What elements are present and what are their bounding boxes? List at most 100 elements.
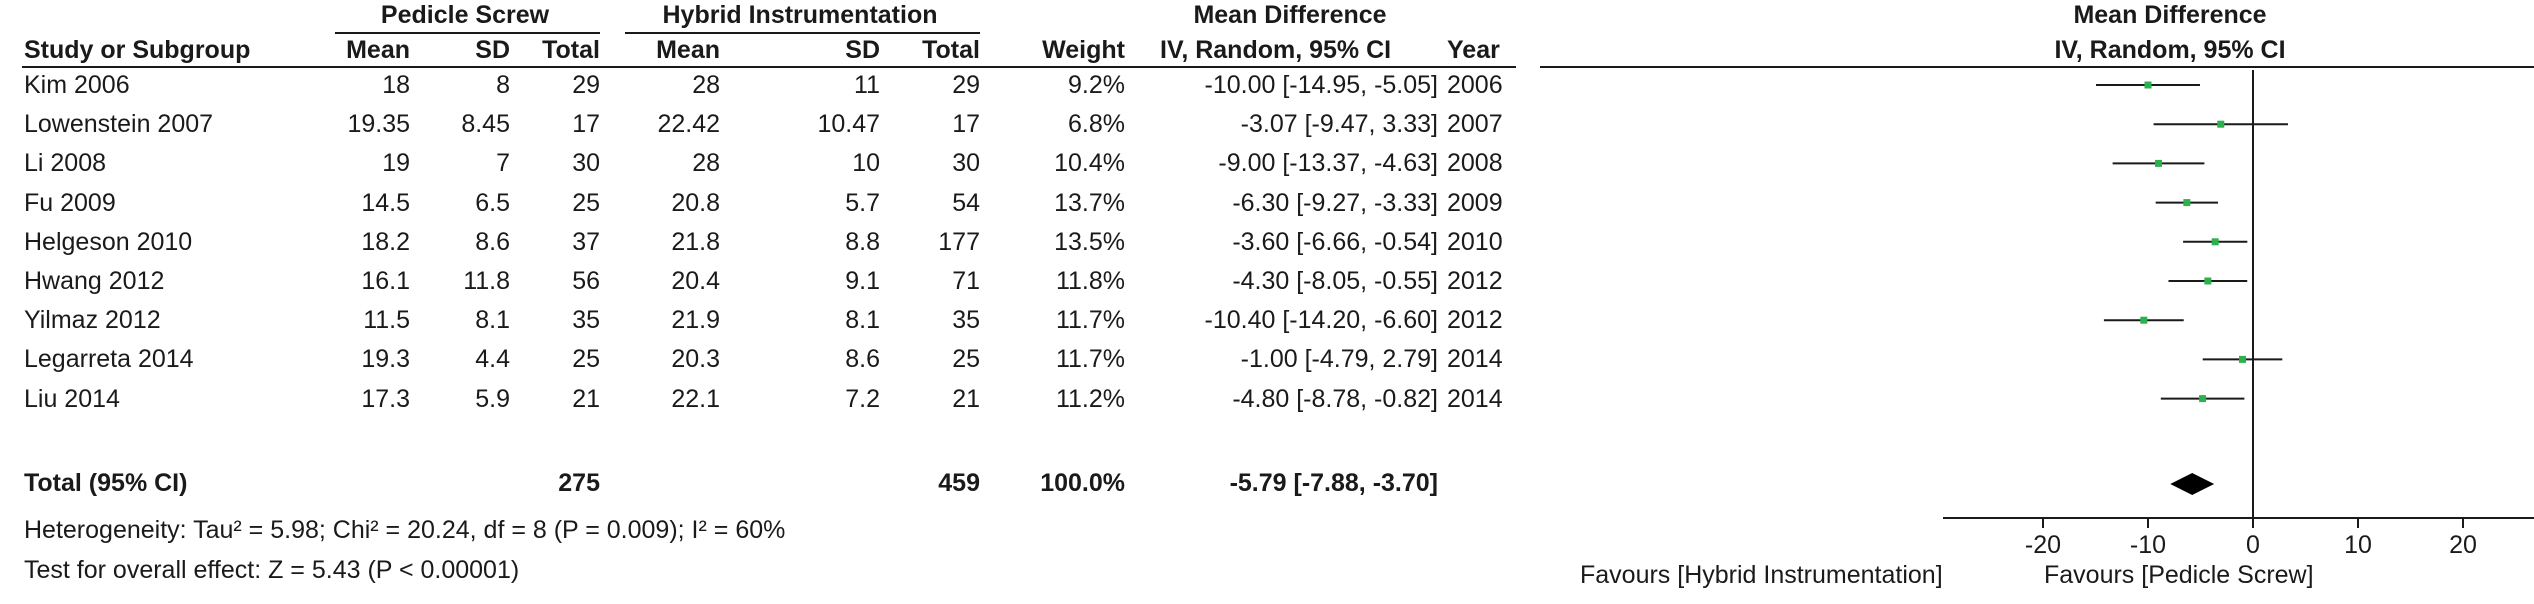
study-mean2-cell: 20.4 bbox=[671, 267, 720, 295]
pedicle-screw-group-header: Pedicle Screw bbox=[380, 1, 550, 29]
study-sd1-cell: 6.5 bbox=[475, 188, 510, 217]
study-total1-cell: 35 bbox=[572, 306, 600, 335]
study-total1-cell: 56 bbox=[572, 267, 600, 295]
x-axis-tick-label: 0 bbox=[2246, 531, 2260, 559]
study-total2-cell: 21 bbox=[952, 384, 980, 413]
study-sd2-cell: 10 bbox=[852, 149, 880, 178]
sd1-column-header: SD bbox=[475, 36, 510, 64]
study-total1-cell: 37 bbox=[572, 227, 600, 256]
year-column-header: Year bbox=[1447, 36, 1500, 64]
study-mean2-cell: 28 bbox=[692, 71, 720, 99]
study-total1-cell: 29 bbox=[572, 71, 600, 99]
group2-underline bbox=[625, 32, 980, 34]
study-mean2-cell: 22.1 bbox=[671, 384, 720, 413]
x-axis-tick-label: -20 bbox=[2025, 531, 2061, 559]
point-estimate-marker bbox=[2140, 316, 2148, 324]
favours-left-label: Favours [Hybrid Instrumentation] bbox=[1580, 561, 1943, 589]
study-name-cell: Hwang 2012 bbox=[24, 267, 165, 295]
study-ci-cell: -3.07 [-9.47, 3.33] bbox=[1240, 110, 1438, 139]
study-weight-cell: 13.7% bbox=[1054, 188, 1125, 217]
mean2-column-header: Mean bbox=[656, 36, 720, 64]
study-ci-cell: -4.80 [-8.78, -0.82] bbox=[1232, 384, 1438, 413]
study-mean2-cell: 20.3 bbox=[671, 345, 720, 374]
study-sd1-cell: 8.6 bbox=[475, 227, 510, 256]
study-mean2-cell: 20.8 bbox=[671, 188, 720, 217]
study-weight-cell: 6.8% bbox=[1068, 110, 1125, 139]
study-year-cell: 2014 bbox=[1447, 384, 1503, 413]
study-year-cell: 2010 bbox=[1447, 227, 1503, 256]
table-header-rule bbox=[22, 66, 1516, 68]
study-mean2-cell: 21.8 bbox=[671, 227, 720, 256]
study-name-cell: Legarreta 2014 bbox=[24, 345, 194, 374]
study-sd2-cell: 8.8 bbox=[845, 227, 880, 256]
study-year-cell: 2014 bbox=[1447, 345, 1503, 374]
study-sd2-cell: 8.6 bbox=[845, 345, 880, 374]
hybrid-group-header: Hybrid Instrumentation bbox=[662, 1, 938, 29]
study-ci-cell: -3.60 [-6.66, -0.54] bbox=[1232, 227, 1438, 256]
study-mean1-cell: 14.5 bbox=[361, 188, 410, 217]
study-name-cell: Li 2008 bbox=[24, 149, 107, 178]
study-total2-cell: 35 bbox=[952, 306, 980, 335]
plot-column-header: IV, Random, 95% CI bbox=[2054, 36, 2286, 64]
effect-column-header: IV, Random, 95% CI bbox=[1160, 36, 1392, 64]
study-weight-cell: 13.5% bbox=[1054, 227, 1125, 256]
study-mean2-cell: 22.42 bbox=[657, 110, 720, 139]
point-estimate-marker bbox=[2183, 199, 2191, 207]
plot-header-rule bbox=[1540, 66, 2534, 68]
study-ci-cell: -1.00 [-4.79, 2.79] bbox=[1240, 345, 1438, 374]
total1-column-header: Total bbox=[542, 36, 600, 64]
study-ci-cell: -10.40 [-14.20, -6.60] bbox=[1204, 306, 1438, 335]
study-sd1-cell: 5.9 bbox=[475, 384, 510, 413]
total2-column-header: Total bbox=[922, 36, 980, 64]
study-name-cell: Liu 2014 bbox=[24, 384, 120, 413]
study-total2-cell: 54 bbox=[952, 188, 980, 217]
heterogeneity-text: Heterogeneity: Tau² = 5.98; Chi² = 20.24… bbox=[24, 516, 786, 544]
point-estimate-marker bbox=[2239, 355, 2246, 363]
study-column-header: Study or Subgroup bbox=[24, 36, 251, 64]
study-total2-cell: 17 bbox=[952, 110, 980, 139]
study-mean1-cell: 16.1 bbox=[361, 267, 410, 295]
study-year-cell: 2009 bbox=[1447, 188, 1503, 217]
study-mean1-cell: 18.2 bbox=[361, 227, 410, 256]
study-mean2-cell: 28 bbox=[692, 149, 720, 178]
study-year-cell: 2012 bbox=[1447, 267, 1503, 295]
study-total2-cell: 29 bbox=[952, 71, 980, 99]
study-ci-cell: -4.30 [-8.05, -0.55] bbox=[1232, 267, 1438, 295]
study-year-cell: 2006 bbox=[1447, 71, 1503, 99]
study-mean1-cell: 18 bbox=[382, 71, 410, 99]
study-ci-cell: -6.30 [-9.27, -3.33] bbox=[1232, 188, 1438, 217]
total2-value: 459 bbox=[938, 469, 980, 497]
study-year-cell: 2012 bbox=[1447, 306, 1503, 335]
mean1-column-header: Mean bbox=[346, 36, 410, 64]
point-estimate-marker bbox=[2144, 81, 2152, 89]
study-total2-cell: 177 bbox=[938, 227, 980, 256]
study-weight-cell: 10.4% bbox=[1054, 149, 1125, 178]
study-weight-cell: 9.2% bbox=[1068, 71, 1125, 99]
study-sd1-cell: 4.4 bbox=[475, 345, 510, 374]
study-ci-cell: -9.00 [-13.37, -4.63] bbox=[1218, 149, 1438, 178]
study-name-cell: Kim 2006 bbox=[24, 71, 130, 99]
point-estimate-marker bbox=[2155, 159, 2162, 167]
study-sd1-cell: 11.8 bbox=[463, 267, 510, 295]
study-name-cell: Yilmaz 2012 bbox=[24, 306, 161, 335]
total-weight-value: 100.0% bbox=[1040, 469, 1125, 497]
study-total1-cell: 25 bbox=[572, 345, 600, 374]
group1-underline bbox=[335, 32, 600, 34]
study-sd2-cell: 8.1 bbox=[845, 306, 880, 335]
study-total1-cell: 21 bbox=[572, 384, 600, 413]
study-total1-cell: 30 bbox=[572, 149, 600, 178]
study-sd2-cell: 9.1 bbox=[845, 267, 880, 295]
study-mean2-cell: 21.9 bbox=[671, 306, 720, 335]
study-mean1-cell: 17.3 bbox=[361, 384, 410, 413]
study-sd1-cell: 8.45 bbox=[461, 110, 510, 139]
plot-title: Mean Difference bbox=[2073, 1, 2267, 29]
point-estimate-marker bbox=[2217, 120, 2225, 128]
x-axis-tick-label: 20 bbox=[2449, 531, 2477, 559]
study-sd2-cell: 7.2 bbox=[845, 384, 880, 413]
effect-title: Mean Difference bbox=[1193, 1, 1387, 29]
study-sd1-cell: 7 bbox=[496, 149, 510, 178]
total1-value: 275 bbox=[558, 469, 600, 497]
study-mean1-cell: 11.5 bbox=[363, 306, 410, 335]
x-axis-tick-label: -10 bbox=[2130, 531, 2166, 559]
